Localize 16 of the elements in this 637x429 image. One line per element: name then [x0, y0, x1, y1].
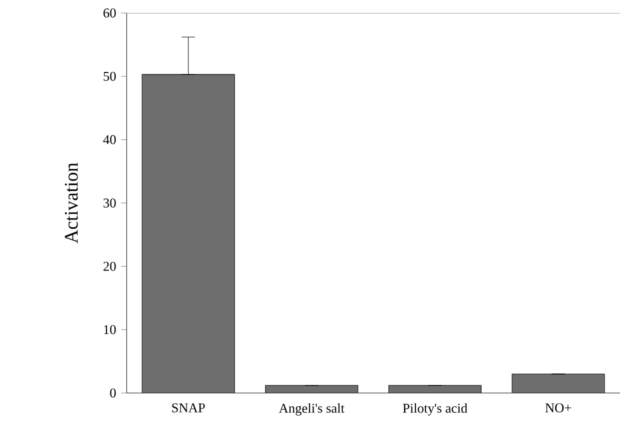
bar: [142, 74, 235, 393]
y-axis-title: Activation: [64, 162, 78, 244]
bar: [388, 385, 482, 393]
y-tick-label: 50: [104, 72, 116, 81]
y-tick-label: 10: [104, 325, 116, 334]
y-tick-label: 0: [110, 388, 116, 398]
x-tick-label: SNAP: [172, 403, 205, 412]
y-tick-label: 20: [104, 262, 116, 271]
x-tick-label: Angeli's salt: [278, 403, 344, 416]
bar: [512, 374, 605, 393]
x-tick-label: NO+: [545, 403, 572, 412]
bar: [265, 385, 358, 393]
y-tick-label: 60: [104, 8, 116, 18]
x-tick-label: Piloty's acid: [402, 403, 468, 416]
y-tick-label: 30: [104, 198, 116, 208]
y-tick-label: 40: [103, 135, 116, 144]
